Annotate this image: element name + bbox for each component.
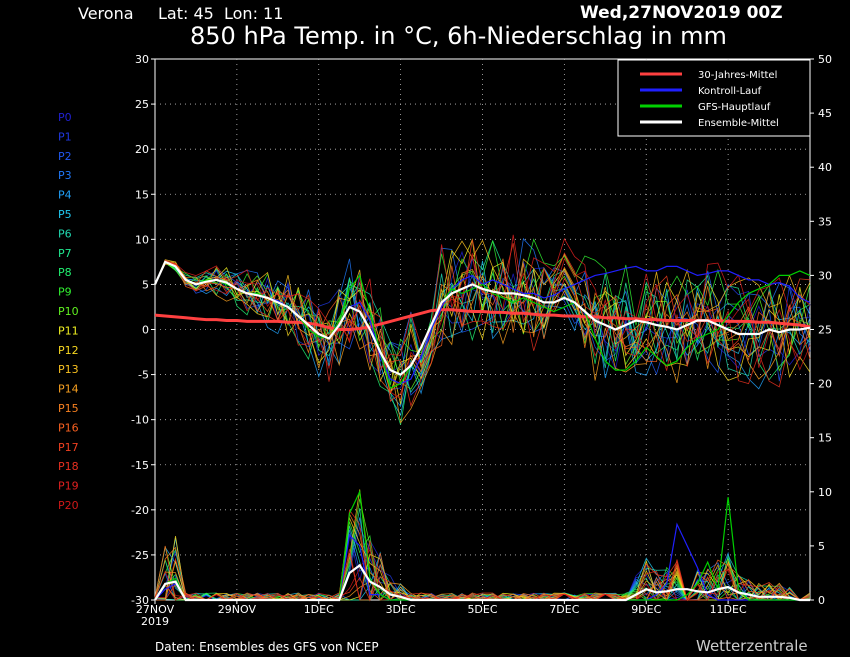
member-precip-6 (154, 525, 811, 601)
y-left-tick-label: -10 (131, 414, 149, 427)
member-label: P9 (58, 286, 72, 299)
member-label: P1 (58, 130, 72, 143)
y-right-tick-label: 5 (818, 540, 825, 553)
y-right-tick-label: 15 (818, 432, 832, 445)
y-right-tick-label: 10 (818, 486, 832, 499)
member-label: P13 (58, 363, 79, 376)
x-year-label: 2019 (141, 615, 169, 628)
member-line-0 (154, 250, 811, 379)
y-right-tick-label: 20 (818, 378, 832, 391)
y-left-tick-label: 10 (135, 233, 149, 246)
member-precip-15 (154, 512, 811, 602)
coords-label: Lat: 45 Lon: 11 (158, 4, 284, 23)
member-label: P7 (58, 247, 72, 260)
location-label: Verona (78, 4, 134, 23)
y-left-tick-label: 20 (135, 143, 149, 156)
member-line-16 (154, 261, 811, 393)
member-line-8 (154, 260, 811, 425)
y-left-tick-label: 5 (142, 278, 149, 291)
member-label: P6 (58, 227, 72, 240)
member-label: P0 (58, 111, 72, 124)
member-line-20 (154, 253, 811, 400)
member-label: P8 (58, 266, 72, 279)
member-label: P5 (58, 208, 72, 221)
x-tick-label: 1DEC (304, 603, 334, 616)
x-tick-label: 9DEC (631, 603, 661, 616)
y-left-tick-label: -5 (138, 369, 149, 382)
y-right-tick-label: 50 (818, 53, 832, 66)
member-line-9 (154, 238, 811, 385)
member-label: P17 (58, 441, 79, 454)
y-right-tick-label: 45 (818, 107, 832, 120)
y-left-tick-label: -25 (131, 549, 149, 562)
member-line-18 (154, 259, 811, 408)
y-right-tick-label: 30 (818, 269, 832, 282)
member-label: P19 (58, 480, 79, 493)
y-left-tick-label: 0 (142, 324, 149, 337)
brand-label: Wetterzentrale (696, 637, 808, 655)
x-tick-label: 11DEC (710, 603, 747, 616)
member-label: P20 (58, 499, 79, 512)
x-tick-label: 27NOV (136, 603, 175, 616)
member-line-19 (154, 234, 811, 372)
member-precip-18 (155, 509, 811, 602)
y-left-tick-label: 30 (135, 53, 149, 66)
run-label: Wed,27NOV2019 00Z (580, 3, 783, 23)
series-line-ensemble-mittel (153, 260, 811, 376)
y-left-tick-label: 25 (135, 98, 149, 111)
data-source-label: Daten: Ensembles des GFS von NCEP (155, 640, 379, 654)
member-precip-19 (154, 540, 811, 601)
member-label: P14 (58, 383, 79, 396)
member-label: P16 (58, 421, 79, 434)
legend-label: GFS-Hauptlauf (698, 102, 771, 113)
y-left-tick-label: -15 (131, 459, 149, 472)
member-label: P12 (58, 344, 79, 357)
precip-line-ensemble-mittel (154, 563, 810, 602)
x-tick-label: 7DEC (549, 603, 579, 616)
y-left-tick-label: -30 (131, 594, 149, 607)
x-tick-label: 5DEC (467, 603, 497, 616)
member-label: P15 (58, 402, 79, 415)
member-label: P4 (58, 189, 72, 202)
chart-title: 850 hPa Temp. in °C, 6h-Niederschlag in … (190, 22, 727, 50)
y-left-tick-label: 15 (135, 188, 149, 201)
x-tick-label: 29NOV (218, 603, 257, 616)
legend-label: Ensemble-Mittel (698, 118, 779, 129)
x-tick-label: 3DEC (386, 603, 416, 616)
member-label: P10 (58, 305, 79, 318)
member-label: P18 (58, 460, 79, 473)
legend-label: 30-Jahres-Mittel (698, 70, 777, 81)
y-right-tick-label: 25 (818, 324, 832, 337)
member-line-12 (154, 261, 811, 395)
member-label: P11 (58, 324, 79, 337)
y-right-tick-label: 35 (818, 215, 832, 228)
member-label: P3 (58, 169, 72, 182)
y-right-tick-label: 40 (818, 161, 832, 174)
y-left-tick-label: -20 (131, 504, 149, 517)
legend-label: Kontroll-Lauf (698, 86, 762, 97)
member-line-10 (154, 262, 811, 390)
member-label: P2 (58, 150, 72, 163)
y-right-tick-label: 0 (818, 594, 825, 607)
